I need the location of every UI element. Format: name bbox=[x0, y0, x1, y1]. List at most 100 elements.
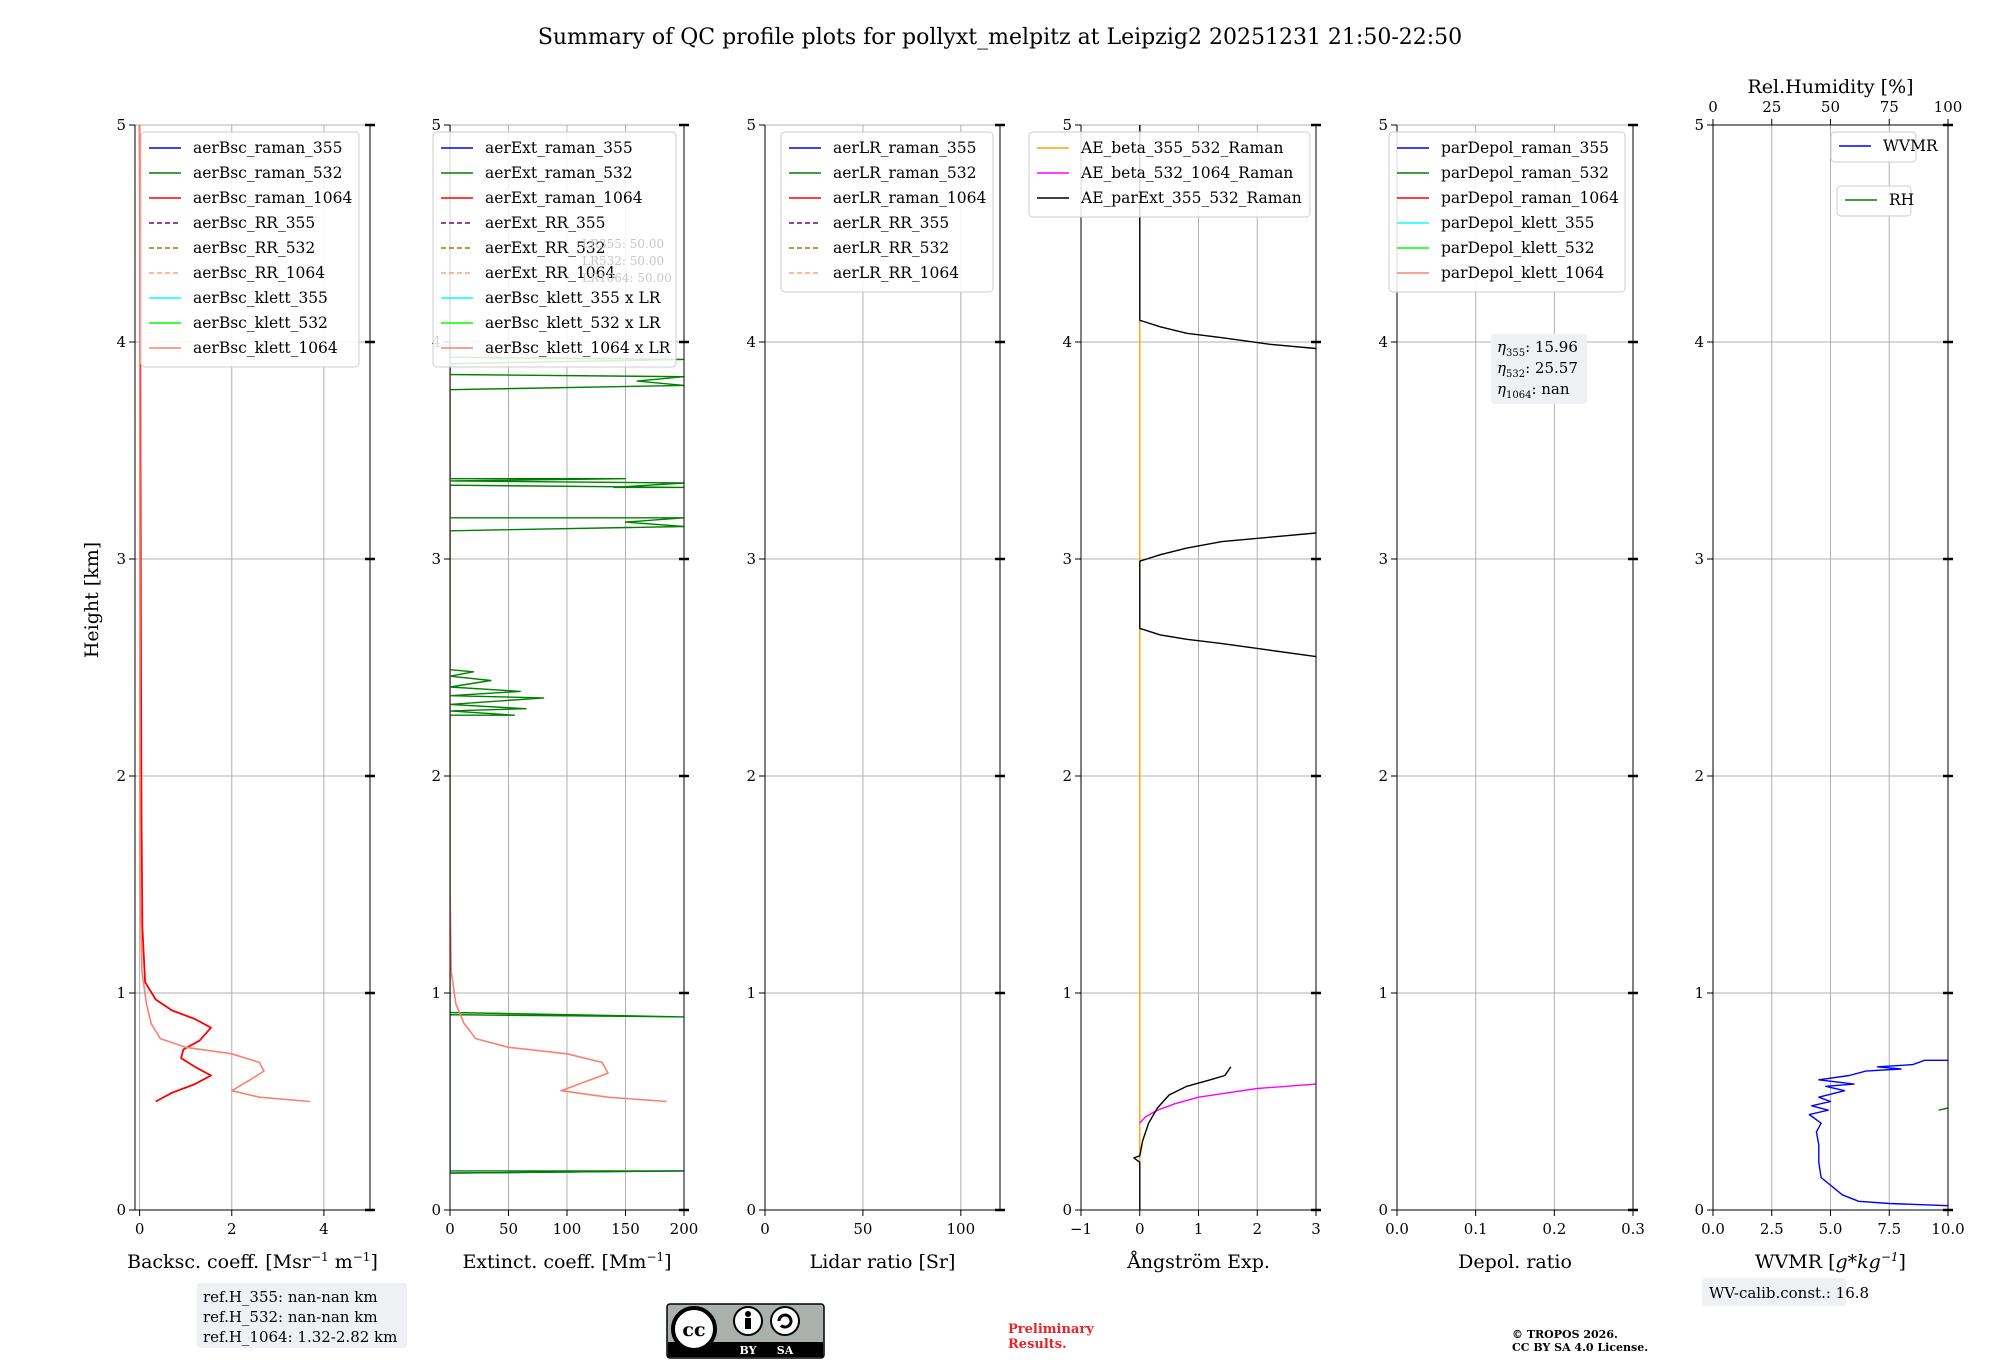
legend-label-pardepol-raman-532: parDepol_raman_532 bbox=[1441, 164, 1609, 182]
x-tick-label: 2.5 bbox=[1760, 1220, 1784, 1238]
y-tick-label: 2 bbox=[116, 767, 126, 785]
y-tick-label: 1 bbox=[1694, 984, 1704, 1002]
x-tick-label: 0.2 bbox=[1542, 1220, 1566, 1238]
x-axis-label-part: −1 bbox=[646, 1250, 664, 1264]
series-line-rh bbox=[1938, 1107, 1948, 1111]
x-tick-label: 10.0 bbox=[1931, 1220, 1964, 1238]
legend-label-aerbsc-rr-355: aerBsc_RR_355 bbox=[193, 214, 315, 232]
y-tick-label: 3 bbox=[1694, 550, 1704, 568]
y-tick-label: 1 bbox=[1062, 984, 1072, 1002]
x-tick-label: 100 bbox=[553, 1220, 582, 1238]
ref-height-1064: ref.H_1064: 1.32-2.82 km bbox=[203, 1328, 397, 1346]
series-line-ae-parext-355-532-raman bbox=[1139, 532, 1316, 658]
lr-annotation: LR355: 50.00 bbox=[582, 237, 664, 251]
sa-arrow-icon bbox=[777, 1313, 793, 1329]
top-x-tick-label: 25 bbox=[1762, 98, 1781, 116]
by-person-body bbox=[745, 1318, 751, 1329]
legend: aerBsc_raman_355 aerBsc_raman_532 aerBsc_r… bbox=[140, 131, 360, 368]
legend-label-ae-beta-532-1064-raman: AE_beta_532_1064_Raman bbox=[1080, 164, 1293, 182]
x-axis-label-part: WVMR [ bbox=[1755, 1251, 1835, 1273]
series-group bbox=[138, 125, 311, 1103]
y-tick-label: 5 bbox=[1062, 116, 1072, 134]
series-line-ae-parext-355-532-raman bbox=[1133, 1066, 1232, 1210]
extinction-panel: 012345050100150200Extinct. coeff. [Mm−1]… bbox=[431, 116, 698, 1273]
preliminary-label-2: Results. bbox=[1008, 1337, 1067, 1352]
legend-label-ae-parext-355-532-raman: AE_parExt_355_532_Raman bbox=[1080, 189, 1302, 207]
legend: parDepol_raman_355 parDepol_raman_532 parD… bbox=[1388, 131, 1626, 293]
y-tick-label: 0 bbox=[746, 1201, 756, 1219]
x-tick-label: −1 bbox=[1070, 1220, 1092, 1238]
x-axis-label-part: kg bbox=[1857, 1251, 1881, 1273]
x-tick-label: 100 bbox=[947, 1220, 976, 1238]
legend-label-aerext-raman-1064: aerExt_raman_1064 bbox=[485, 189, 643, 207]
x-axis-label-part: Extinct. coeff. [Mm bbox=[462, 1251, 646, 1273]
x-axis-label: Depol. ratio bbox=[1458, 1251, 1572, 1273]
legend-label-aerbsc-klett-1064-x-lr: aerBsc_klett_1064 x LR bbox=[485, 339, 672, 357]
x-axis-label-part: g bbox=[1835, 1251, 1847, 1273]
x-axis-label: Ångström Exp. bbox=[1126, 1251, 1270, 1273]
legend-label-aerext-rr-355: aerExt_RR_355 bbox=[485, 214, 606, 232]
legend-label-aerbsc-klett-355: aerBsc_klett_355 bbox=[193, 289, 328, 307]
x-axis-label: WVMR [g*kg−1] bbox=[1755, 1250, 1906, 1273]
ref-height-532: ref.H_532: nan-nan km bbox=[203, 1308, 378, 1326]
by-person-head bbox=[745, 1311, 751, 1317]
x-axis-label-part: ] bbox=[664, 1251, 671, 1273]
legend-label-aerbsc-klett-1064: aerBsc_klett_1064 bbox=[193, 339, 338, 357]
y-tick-label: 0 bbox=[1062, 1201, 1072, 1219]
y-tick-label: 0 bbox=[1378, 1201, 1388, 1219]
x-tick-label: 0.1 bbox=[1464, 1220, 1488, 1238]
eta-symbol: η bbox=[1497, 359, 1506, 377]
depol-panel: 0 1 2 3 4 5 0.0 0.1 0.2 0.3 Depol. ratio parDepol_r… bbox=[1378, 116, 1644, 1273]
cc-by-sa-badge: cc BY SA bbox=[666, 1303, 825, 1359]
cc-sa-label: SA bbox=[777, 1344, 794, 1357]
ref-height-box-bg bbox=[197, 1283, 407, 1348]
legend-label-aerbsc-raman-532: aerBsc_raman_532 bbox=[193, 164, 343, 182]
legend-label-pardepol-raman-1064: parDepol_raman_1064 bbox=[1441, 189, 1619, 207]
rh-legend-box bbox=[1836, 185, 1912, 217]
legend-label-aerbsc-rr-1064: aerBsc_RR_1064 bbox=[193, 264, 325, 282]
y-tick-label: 3 bbox=[116, 550, 126, 568]
legend-label-ae-beta-355-532-raman: AE_beta_355_532_Raman bbox=[1080, 139, 1283, 157]
x-tick-label: 2 bbox=[1252, 1220, 1262, 1238]
y-tick-label: 0 bbox=[1694, 1201, 1704, 1219]
y-tick-label: 5 bbox=[746, 116, 756, 134]
figure-title: Summary of QC profile plots for pollyxt_… bbox=[538, 25, 1462, 50]
legend-label-aerext-raman-532: aerExt_raman_532 bbox=[485, 164, 633, 182]
y-tick-label: 1 bbox=[116, 984, 126, 1002]
x-axis-label: Backsc. coeff. [Msr−1 m−1] bbox=[127, 1250, 378, 1273]
top-x-tick-label: 0 bbox=[1708, 98, 1718, 116]
series-group bbox=[1808, 1059, 1948, 1207]
legend-label-aerlr-raman-355: aerLR_raman_355 bbox=[833, 139, 976, 157]
top-x-tick-label: 50 bbox=[1821, 98, 1840, 116]
series-line-aerbsc-klett-1064-x-lr bbox=[450, 125, 667, 1103]
legend-label-aerlr-rr-1064: aerLR_RR_1064 bbox=[833, 264, 959, 282]
eta-value: : 25.57 bbox=[1525, 359, 1578, 377]
legend-label-aerext-rr-532: aerExt_RR_532 bbox=[485, 239, 606, 257]
y-tick-label: 4 bbox=[116, 333, 126, 351]
top-x-tick-label: 100 bbox=[1934, 98, 1963, 116]
legend-label-aerbsc-raman-355: aerBsc_raman_355 bbox=[193, 139, 343, 157]
y-tick-label: 1 bbox=[746, 984, 756, 1002]
x-tick-label: 1 bbox=[1194, 1220, 1204, 1238]
x-axis-label-part: Lidar ratio [Sr] bbox=[810, 1251, 956, 1273]
legend-label-aerext-raman-355: aerExt_raman_355 bbox=[485, 139, 633, 157]
y-tick-label: 1 bbox=[431, 984, 441, 1002]
x-tick-label: 200 bbox=[670, 1220, 699, 1238]
legend-label-aerlr-raman-532: aerLR_raman_532 bbox=[833, 164, 976, 182]
legend-label-aerlr-rr-532: aerLR_RR_532 bbox=[833, 239, 949, 257]
y-tick-label: 3 bbox=[746, 550, 756, 568]
x-tick-label: 150 bbox=[611, 1220, 640, 1238]
wvmr-panel: 0 1 2 3 4 5 0.0 2.5 5.0 7.5 10.0 WVMR [g*kg−1] 0 25 50… bbox=[1694, 76, 1965, 1306]
y-tick-label: 1 bbox=[1378, 984, 1388, 1002]
y-tick-label: 0 bbox=[116, 1201, 126, 1219]
series-group bbox=[450, 125, 684, 1174]
license-line-2: CC BY SA 4.0 License. bbox=[1512, 1341, 1648, 1354]
y-tick-label: 4 bbox=[746, 333, 756, 351]
y-tick-label: 4 bbox=[1378, 333, 1388, 351]
wv-calib-box bbox=[1702, 1278, 1846, 1306]
x-tick-label: 0 bbox=[1135, 1220, 1145, 1238]
y-tick-label: 3 bbox=[1378, 550, 1388, 568]
x-axis-label-part: −1 bbox=[353, 1250, 371, 1264]
x-axis-label-part: Depol. ratio bbox=[1458, 1251, 1572, 1273]
